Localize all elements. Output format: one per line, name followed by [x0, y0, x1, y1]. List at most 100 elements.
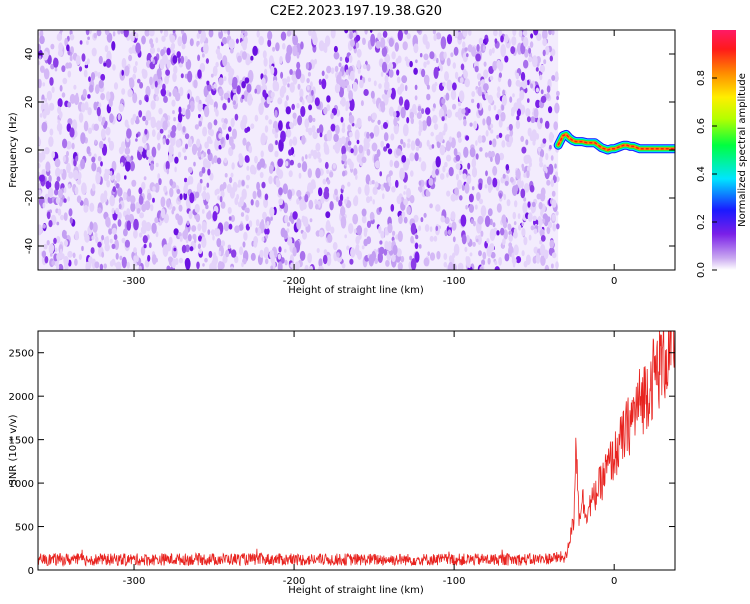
noise-speckle	[326, 104, 331, 112]
noise-speckle	[72, 252, 76, 259]
noise-speckle	[280, 31, 287, 41]
noise-speckle	[419, 53, 423, 58]
noise-speckle	[172, 55, 178, 64]
noise-speckle	[151, 222, 157, 234]
noise-speckle	[498, 30, 503, 38]
noise-speckle	[146, 150, 151, 158]
noise-speckle	[180, 55, 185, 64]
noise-speckle	[163, 30, 169, 38]
colorbar-ticks: 0.00.20.40.60.8	[696, 70, 717, 278]
noise-speckle	[289, 138, 293, 147]
noise-speckle	[144, 200, 151, 211]
noise-speckle	[501, 94, 507, 107]
noise-speckle	[369, 180, 373, 185]
noise-speckle	[39, 113, 43, 118]
noise-speckle	[540, 244, 546, 256]
noise-speckle	[510, 46, 516, 55]
noise-speckle	[225, 249, 230, 258]
noise-speckle	[221, 37, 228, 45]
noise-speckle	[162, 138, 166, 145]
noise-speckle	[475, 153, 479, 160]
noise-speckle	[344, 198, 348, 205]
noise-speckle	[424, 224, 430, 232]
noise-speckle	[404, 56, 409, 62]
noise-speckle	[47, 196, 54, 204]
noise-speckle	[82, 88, 87, 98]
noise-speckle	[165, 138, 170, 146]
noise-speckle	[230, 172, 234, 178]
noise-speckle	[455, 154, 461, 162]
noise-speckle	[201, 192, 205, 197]
noise-speckle	[315, 142, 321, 152]
noise-speckle	[186, 220, 190, 226]
noise-speckle	[38, 55, 42, 60]
noise-speckle	[141, 181, 146, 190]
noise-speckle	[292, 136, 298, 146]
noise-speckle	[156, 47, 161, 53]
noise-speckle	[355, 42, 360, 49]
noise-speckle	[326, 129, 333, 142]
noise-speckle	[130, 202, 136, 213]
noise-speckle	[92, 222, 98, 233]
noise-speckle	[353, 168, 358, 177]
colorbar-tick-label: 0.2	[696, 214, 707, 230]
noise-speckle	[201, 166, 206, 174]
noise-speckle	[302, 202, 307, 210]
noise-speckle	[439, 173, 445, 180]
noise-speckle	[556, 95, 559, 101]
noise-speckle	[393, 160, 400, 169]
noise-speckle	[486, 176, 492, 186]
noise-speckle	[423, 212, 427, 218]
noise-speckle	[539, 117, 543, 124]
noise-speckle	[379, 240, 383, 245]
noise-speckle	[277, 169, 284, 179]
noise-speckle	[115, 252, 119, 260]
noise-speckle	[390, 204, 395, 212]
noise-speckle	[244, 155, 250, 163]
noise-speckle	[426, 93, 431, 101]
noise-speckle	[131, 44, 136, 54]
noise-speckle	[120, 30, 124, 35]
spectrogram-x-label: Height of straight line (km)	[288, 285, 424, 296]
noise-speckle	[310, 179, 316, 190]
noise-speckle	[225, 133, 230, 141]
noise-speckle	[539, 64, 546, 73]
noise-speckle	[453, 30, 459, 39]
noise-speckle	[133, 255, 137, 263]
noise-speckle	[185, 108, 191, 120]
noise-speckle	[126, 154, 130, 162]
noise-speckle	[206, 136, 212, 144]
noise-speckle	[78, 254, 82, 260]
noise-speckle	[141, 220, 147, 229]
noise-speckle	[469, 147, 476, 158]
noise-speckle	[245, 214, 249, 222]
noise-speckle	[296, 102, 300, 109]
noise-speckle	[41, 121, 48, 133]
noise-speckle	[175, 139, 182, 148]
noise-speckle	[106, 169, 111, 176]
y-tick-label: -40	[24, 238, 35, 254]
noise-speckle	[295, 68, 302, 80]
noise-speckle	[56, 236, 61, 244]
x-tick-label: -100	[443, 576, 466, 587]
noise-speckle	[198, 30, 202, 35]
noise-speckle	[551, 30, 555, 36]
noise-speckle	[476, 102, 480, 109]
noise-speckle	[536, 193, 542, 200]
noise-speckle	[145, 221, 152, 232]
noise-speckle	[89, 202, 95, 212]
noise-speckle	[339, 56, 343, 62]
noise-speckle	[341, 184, 345, 190]
noise-speckle	[330, 226, 335, 234]
noise-speckle	[447, 229, 452, 236]
noise-speckle	[453, 46, 459, 56]
noise-speckle	[126, 128, 132, 139]
noise-speckle	[181, 244, 187, 254]
noise-speckle	[182, 147, 187, 153]
noise-speckle	[184, 177, 188, 183]
noise-speckle	[319, 229, 324, 238]
noise-speckle	[466, 175, 472, 185]
noise-speckle	[101, 234, 105, 241]
noise-speckle	[446, 79, 453, 92]
noise-speckle	[416, 30, 421, 34]
